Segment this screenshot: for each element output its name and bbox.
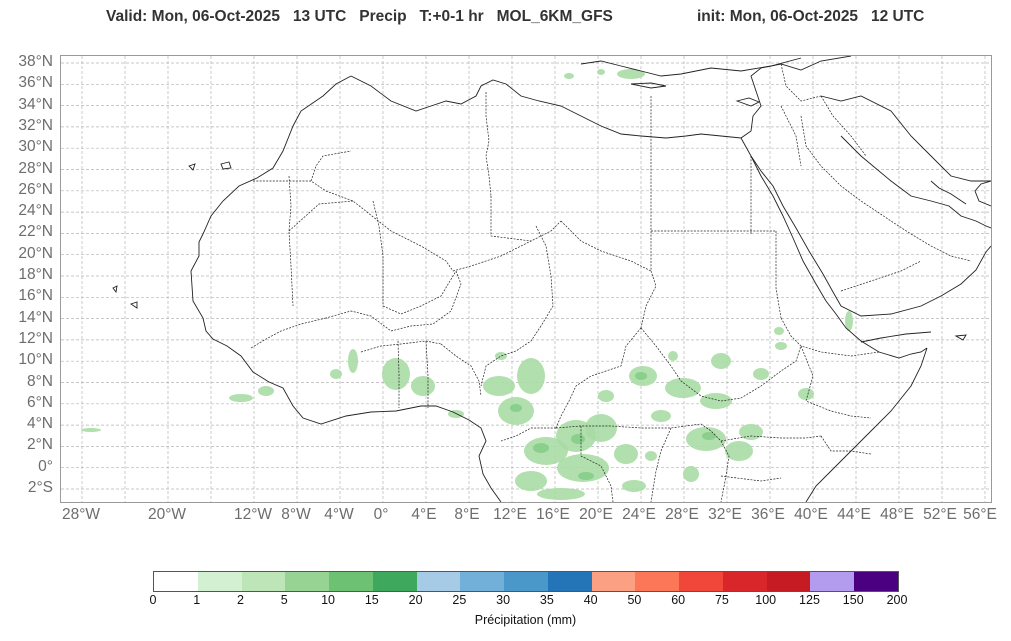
longitude-label: 32°E xyxy=(708,506,742,523)
colorbar-segment xyxy=(679,572,723,591)
latitude-label: 36°N xyxy=(18,74,53,92)
latitude-label: 6°N xyxy=(26,393,53,411)
latitude-label: 16°N xyxy=(18,287,53,305)
longitude-label: 48°E xyxy=(880,506,914,523)
latitude-label: 28°N xyxy=(18,159,53,177)
longitude-label: 4°W xyxy=(324,506,354,523)
latitude-label: 18°N xyxy=(18,266,53,283)
latitude-label: 8°N xyxy=(26,372,53,390)
longitude-label: 12°W xyxy=(233,506,273,523)
colorbar-segment xyxy=(241,572,286,591)
graticule xyxy=(61,56,991,502)
colorbar-segment xyxy=(635,572,680,591)
precipitation-field-heavier xyxy=(510,372,716,480)
init-time-title: init: Mon, 06-Oct-2025 12 UTC xyxy=(697,8,925,25)
colorbar-segment xyxy=(197,572,242,591)
colorbar-tick-label: 0 xyxy=(149,593,157,607)
colorbar-tick-label: 100 xyxy=(755,593,777,607)
latitude-label: 34°N xyxy=(18,95,53,113)
colorbar-tick-label: 15 xyxy=(364,593,379,607)
latitude-label: 38°N xyxy=(18,53,53,70)
colorbar-segment xyxy=(329,572,373,591)
longitude-label: 28°E xyxy=(665,506,699,523)
longitude-label: 36°E xyxy=(751,506,785,523)
latitude-label: 24°N xyxy=(18,202,53,220)
map-panel[interactable] xyxy=(60,55,992,503)
colorbar-tick-label: 40 xyxy=(583,593,598,607)
latitude-label: 0° xyxy=(38,457,53,475)
colorbar-segment xyxy=(460,572,505,591)
country-borders xyxy=(250,63,972,502)
latitude-label: 10°N xyxy=(18,351,53,369)
latitude-label: 2°S xyxy=(27,479,53,496)
colorbar-tick-label: 10 xyxy=(321,593,335,607)
colorbar-segment xyxy=(547,572,592,591)
longitude-label: 44°E xyxy=(837,506,871,523)
longitude-label: 8°W xyxy=(281,506,311,523)
colorbar-tick-label: 20 xyxy=(408,593,423,607)
colorbar-tick-label: 60 xyxy=(671,593,686,607)
map-title: Valid: Mon, 06-Oct-2025 13 UTC Precip T:… xyxy=(0,8,1011,30)
colorbar-tick-label: 50 xyxy=(627,593,642,607)
coastlines xyxy=(112,56,991,502)
colorbar-segment xyxy=(854,572,899,591)
colorbar-tick-label: 5 xyxy=(280,593,288,607)
latitude-label: 4°N xyxy=(26,415,53,433)
colorbar-tick-label: 25 xyxy=(452,593,467,607)
longitude-label: 20°E xyxy=(579,506,613,523)
valid-time-title: Valid: Mon, 06-Oct-2025 13 UTC Precip T:… xyxy=(106,8,613,25)
colorbar-tick-label: 30 xyxy=(496,593,511,607)
longitude-label: 8°E xyxy=(454,506,480,523)
latitude-label: 20°N xyxy=(18,244,53,262)
longitude-label: 16°E xyxy=(536,506,570,523)
longitude-label: 24°E xyxy=(622,506,656,523)
latitude-label: 14°N xyxy=(18,308,53,326)
colorbar-segment xyxy=(154,572,198,591)
latitude-label: 12°N xyxy=(18,329,53,347)
colorbar-segment xyxy=(504,572,548,591)
colorbar-title: Précipitation (mm) xyxy=(474,613,577,627)
longitude-label: 0° xyxy=(373,506,389,523)
latitude-label: 22°N xyxy=(18,223,53,241)
colorbar-segment xyxy=(416,572,461,591)
latitude-label: 26°N xyxy=(18,180,53,198)
colorbar-tick-label: 2 xyxy=(237,593,244,607)
colorbar-segment xyxy=(810,572,855,591)
colorbar-tick-label: 125 xyxy=(799,593,820,607)
longitude-label: 4°E xyxy=(411,506,437,523)
colorbar-segment xyxy=(591,572,636,591)
latitude-label: 2°N xyxy=(26,436,53,454)
colorbar xyxy=(153,571,899,592)
colorbar-tick-label: 200 xyxy=(886,593,908,607)
colorbar-segment xyxy=(372,572,417,591)
colorbar-tick-label: 1 xyxy=(193,593,201,607)
precipitation-map xyxy=(61,56,991,502)
colorbar-segment xyxy=(766,572,811,591)
longitude-label: 40°E xyxy=(794,506,828,523)
colorbar-segment xyxy=(722,572,767,591)
colorbar-tick-label: 35 xyxy=(539,593,554,607)
colorbar-tick-label: 75 xyxy=(714,593,729,607)
latitude-label: 30°N xyxy=(18,138,53,156)
colorbar-segment xyxy=(285,572,330,591)
longitude-label: 28°W xyxy=(61,506,101,523)
colorbar-tick-label: 150 xyxy=(842,593,864,607)
latitude-label: 32°N xyxy=(18,116,53,134)
longitude-label: 52°E xyxy=(923,506,957,523)
longitude-label: 12°E xyxy=(493,506,527,523)
longitude-label: 20°W xyxy=(147,506,187,523)
longitude-label: 56°E xyxy=(963,506,997,523)
precipitation-field xyxy=(81,69,853,500)
